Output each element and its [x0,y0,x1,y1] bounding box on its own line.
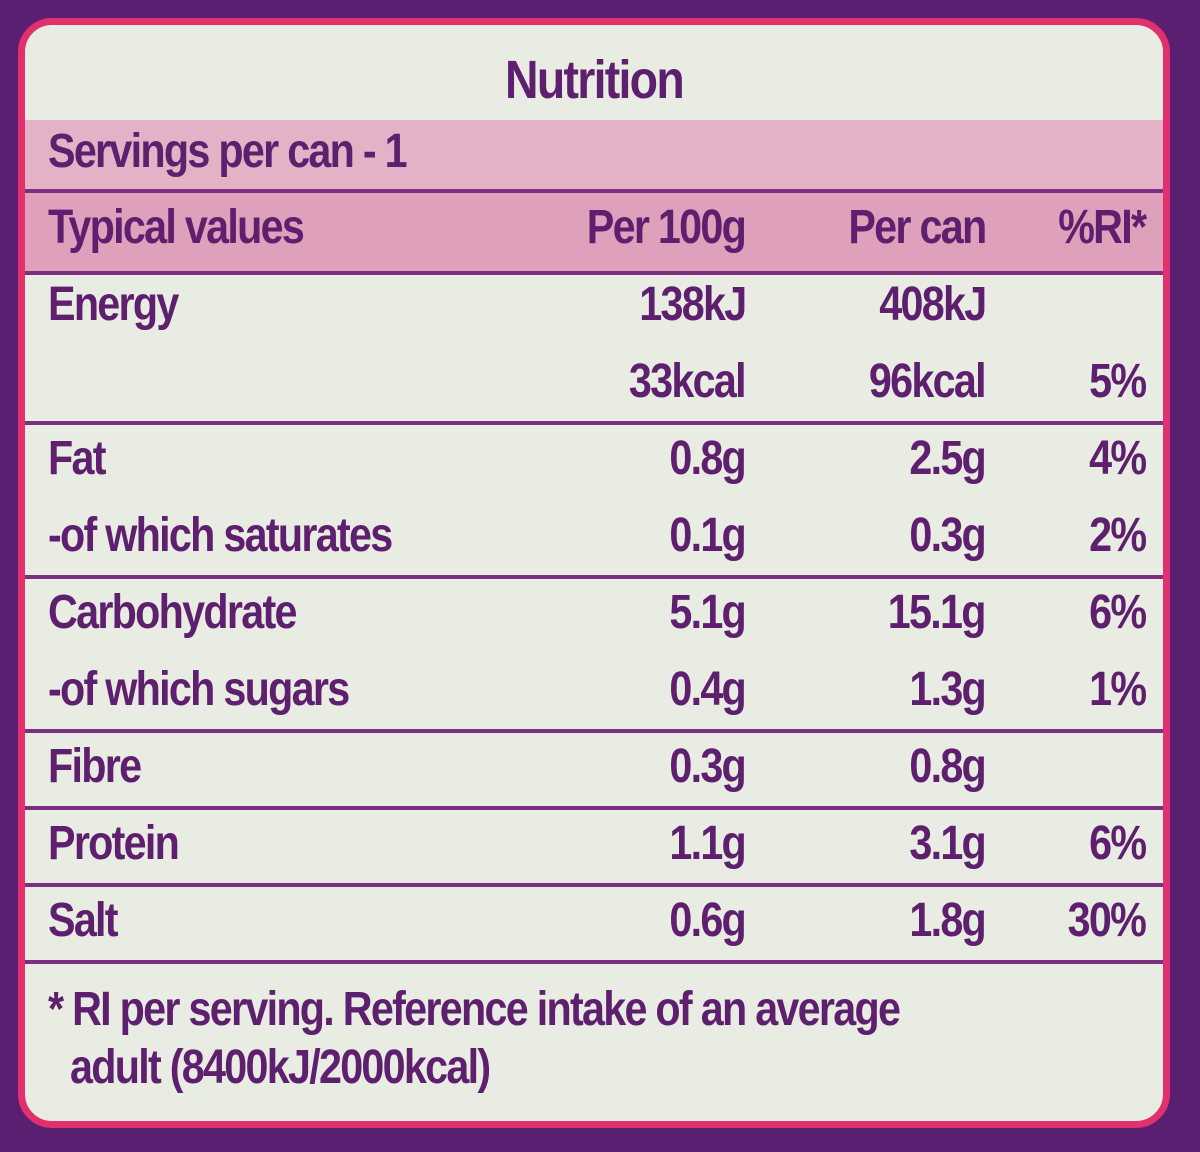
nutrition-panel: Nutrition Servings per can - 1 Typical val… [18,18,1170,1128]
footnote: * RI per serving. Reference intake of an… [48,983,901,1036]
value-cell: 138kJ [638,278,747,331]
value-cell: 408kJ [878,278,987,331]
rule [25,575,1163,579]
servings-band [25,120,1163,190]
value-cell: 5.1g [669,586,746,639]
nutrient-label: Energy [48,278,179,331]
value-cell: 4% [1088,432,1147,485]
nutrient-label: Carbohydrate [48,586,297,639]
value-cell: 15.1g [888,586,987,639]
nutrient-label: Salt [48,894,119,947]
value-cell: 2.5g [909,432,986,485]
value-cell: 96kcal [869,355,987,408]
value-cell: 0.8g [909,740,986,793]
rule [25,960,1163,964]
column-header: Per 100g [586,201,747,254]
value-cell: 0.6g [669,894,746,947]
value-cell: 3.1g [909,817,986,870]
value-cell: 0.3g [669,740,746,793]
value-cell: 0.4g [669,663,746,716]
value-cell: 6% [1088,817,1147,870]
rule [25,806,1163,810]
rule [25,883,1163,887]
nutrient-label: -of which sugars [48,663,350,716]
nutrient-label: Fibre [48,740,142,793]
footnote: adult (8400kJ/2000kcal) [70,1041,491,1094]
servings: Servings per can - 1 [48,125,408,178]
header-band [25,193,1163,273]
value-cell: 6% [1088,586,1147,639]
nutrient-label: Protein [48,817,180,870]
value-cell: 0.1g [669,509,746,562]
rule [25,421,1163,425]
value-cell: 1.8g [909,894,986,947]
value-cell: 1.3g [909,663,986,716]
value-cell: 2% [1088,509,1147,562]
title: Nutrition [505,50,685,110]
value-cell: 0.3g [909,509,986,562]
rule [25,271,1163,275]
value-cell: 1.1g [669,817,746,870]
value-cell: 30% [1067,894,1147,947]
column-header: Typical values [48,201,305,254]
value-cell: 0.8g [669,432,746,485]
value-cell: 33kcal [629,355,747,408]
nutrient-label: -of which saturates [48,509,393,562]
column-header: %RI* [1057,201,1147,254]
value-cell: 5% [1088,355,1147,408]
nutrient-label: Fat [48,432,106,485]
rule [25,189,1163,193]
rule [25,729,1163,733]
column-header: Per can [847,201,987,254]
value-cell: 1% [1088,663,1147,716]
